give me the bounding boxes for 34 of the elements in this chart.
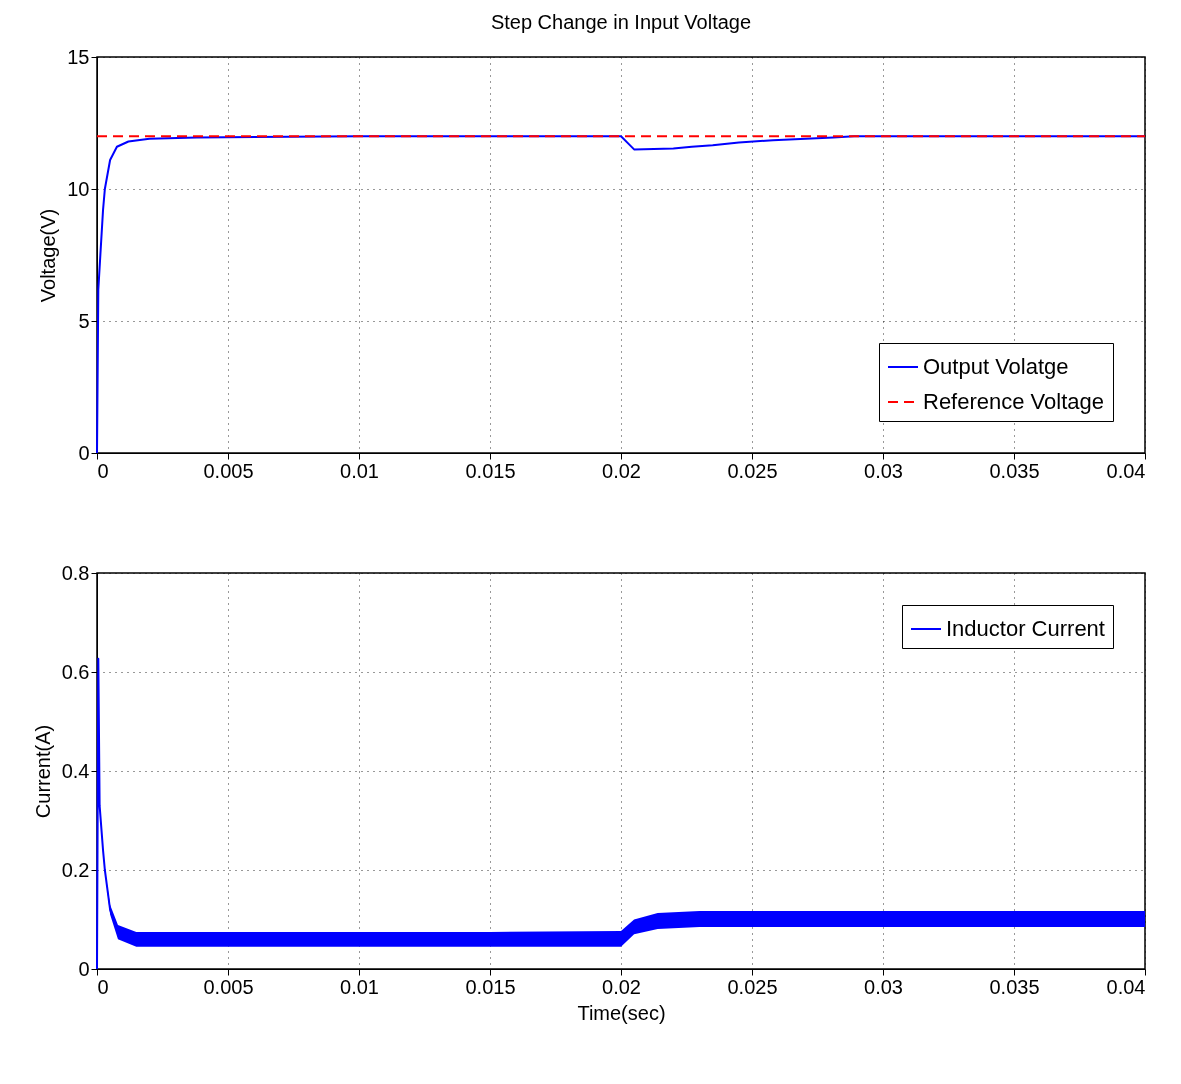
y-tick-label: 0.4 — [61, 759, 90, 782]
y-tick-label: 0.8 — [61, 561, 90, 584]
legend-label: Inductor Current — [946, 616, 1105, 641]
x-tick-label: 0.015 — [465, 975, 516, 998]
y-tick-label: 0 — [78, 441, 90, 464]
x-tick-label: 0.03 — [864, 975, 903, 998]
y-tick-label: 0 — [78, 957, 90, 980]
x-tick-label: 0 — [97, 975, 109, 998]
x-tick-label: 0.035 — [989, 975, 1040, 998]
x-tick-label: 0.025 — [727, 459, 778, 482]
x-tick-label: 0.02 — [602, 459, 641, 482]
x-tick-label: 0.005 — [203, 459, 254, 482]
x-tick-label: 0.025 — [727, 975, 778, 998]
x-tick-label: 0.02 — [602, 975, 641, 998]
y-tick-label: 15 — [67, 45, 90, 68]
x-tick-label: 0.01 — [340, 459, 379, 482]
y-tick-label: 10 — [67, 177, 90, 200]
x-axis-title: Time(sec) — [577, 1001, 666, 1024]
x-tick-label: 0.04 — [1106, 975, 1146, 998]
x-tick-label: 0.03 — [864, 459, 903, 482]
y-tick-label: 0.2 — [61, 858, 90, 881]
chart-title: Step Change in Input Voltage — [490, 11, 752, 33]
x-tick-label: 0 — [97, 459, 109, 482]
legend-label: Output Volatge — [923, 354, 1069, 379]
legend-label: Reference Voltage — [923, 389, 1105, 414]
x-tick-label: 0.04 — [1106, 459, 1146, 482]
y-axis-title: Voltage(V) — [37, 208, 60, 303]
y-tick-label: 0.6 — [61, 660, 90, 683]
x-tick-label: 0.015 — [465, 459, 516, 482]
x-tick-label: 0.01 — [340, 975, 379, 998]
x-tick-label: 0.035 — [989, 459, 1040, 482]
y-tick-label: 5 — [78, 309, 90, 332]
y-axis-title: Current(A) — [31, 724, 54, 819]
x-tick-label: 0.005 — [203, 975, 254, 998]
